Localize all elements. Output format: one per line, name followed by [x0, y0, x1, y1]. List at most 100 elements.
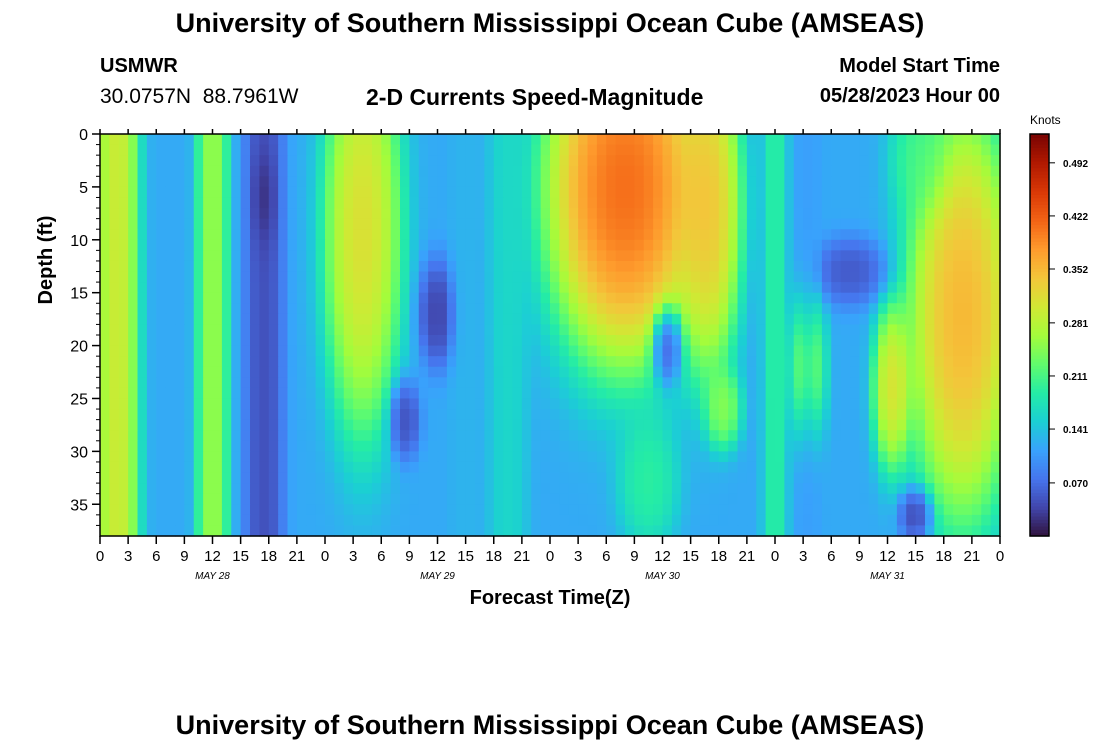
heatmap-cell	[231, 282, 242, 294]
y-tick-label: 10	[70, 233, 88, 250]
heatmap-cell	[465, 419, 476, 431]
heatmap-cell	[737, 451, 748, 463]
heatmap-cell	[100, 165, 110, 177]
heatmap-cell	[925, 218, 935, 230]
heatmap-cell	[521, 282, 532, 294]
heatmap-cell	[671, 493, 682, 505]
heatmap-cell	[212, 239, 223, 251]
heatmap-cell	[887, 229, 898, 241]
heatmap-cell	[718, 525, 729, 537]
heatmap-cell	[465, 335, 476, 347]
heatmap-cell	[165, 324, 176, 336]
heatmap-cell	[268, 155, 279, 167]
heatmap-cell	[596, 282, 607, 294]
heatmap-cell	[784, 493, 795, 505]
heatmap-cell	[690, 483, 701, 495]
y-tick-label: 0	[79, 127, 88, 144]
heatmap-cell	[156, 303, 167, 315]
footer-title: University of Southern Mississippi Ocean…	[175, 710, 925, 740]
colorbar-segment	[1030, 391, 1049, 396]
heatmap-cell	[531, 483, 542, 495]
heatmap-cell	[625, 271, 635, 283]
x-tick-label: 15	[907, 548, 924, 565]
heatmap-cell	[165, 218, 176, 230]
heatmap-cell	[831, 208, 842, 220]
heatmap-cell	[915, 218, 926, 230]
heatmap-cell	[793, 134, 804, 146]
heatmap-cell	[784, 260, 795, 273]
heatmap-cell	[250, 356, 260, 368]
heatmap-cell	[531, 398, 542, 410]
heatmap-cell	[896, 271, 907, 283]
heatmap-cell	[240, 282, 251, 294]
heatmap-cell	[709, 208, 720, 220]
heatmap-cell	[315, 229, 326, 241]
heatmap-cell	[953, 260, 964, 273]
heatmap-cell	[718, 282, 729, 294]
heatmap-cell	[128, 292, 139, 304]
heatmap-cell	[306, 419, 317, 431]
heatmap-cell	[100, 134, 110, 146]
heatmap-cell	[278, 197, 289, 209]
heatmap-cell	[437, 504, 448, 516]
colorbar-segment	[1030, 462, 1049, 467]
heatmap-cell	[550, 493, 560, 505]
heatmap-cell	[653, 366, 664, 378]
heatmap-cell	[550, 282, 560, 294]
heatmap-cell	[990, 419, 1001, 431]
heatmap-cell	[465, 472, 476, 484]
heatmap-cell	[634, 155, 645, 167]
heatmap-cell	[493, 356, 504, 368]
colorbar-segment	[1030, 489, 1049, 494]
colorbar-segment	[1030, 241, 1049, 246]
heatmap-cell	[812, 409, 823, 421]
heatmap-cell	[315, 335, 326, 347]
colorbar-segment	[1030, 515, 1049, 520]
heatmap-cell	[971, 197, 982, 209]
heatmap-cell	[615, 356, 626, 368]
heatmap-cell	[475, 208, 485, 220]
heatmap-cell	[362, 483, 373, 495]
heatmap-cell	[128, 313, 139, 326]
heatmap-cell	[821, 292, 832, 304]
heatmap-cell	[446, 409, 457, 421]
heatmap-cell	[334, 377, 345, 389]
heatmap-cell	[700, 165, 710, 177]
heatmap-cell	[418, 461, 429, 474]
heatmap-cell	[859, 377, 870, 389]
heatmap-cell	[803, 525, 814, 537]
heatmap-cell	[343, 218, 354, 230]
day-label: MAY 31	[870, 571, 905, 582]
heatmap-cell	[859, 271, 870, 283]
heatmap-cell	[643, 165, 654, 177]
heatmap-cell	[231, 440, 242, 452]
heatmap-cell	[850, 514, 860, 527]
heatmap-cell	[718, 144, 729, 156]
heatmap-cell	[915, 504, 926, 516]
heatmap-cell	[784, 324, 795, 336]
heatmap-cell	[587, 472, 598, 484]
heatmap-cell	[156, 514, 167, 527]
heatmap-cell	[906, 165, 917, 177]
heatmap-cell	[615, 144, 626, 156]
heatmap-cell	[109, 271, 120, 283]
heatmap-cell	[362, 239, 373, 251]
heatmap-cell	[756, 239, 767, 251]
heatmap-cell	[212, 377, 223, 389]
heatmap-cell	[812, 493, 823, 505]
heatmap-cell	[550, 155, 560, 167]
heatmap-cell	[325, 514, 335, 527]
heatmap-cell	[259, 165, 270, 177]
heatmap-cell	[531, 313, 542, 326]
heatmap-cell	[971, 239, 982, 251]
colorbar-segment	[1030, 294, 1049, 299]
x-tick-label: 9	[405, 548, 413, 565]
heatmap-cell	[606, 186, 617, 199]
heatmap-cell	[484, 155, 495, 167]
heatmap-cell	[446, 345, 457, 357]
heatmap-cell	[118, 239, 129, 251]
heatmap-cell	[775, 345, 785, 357]
heatmap-cell	[925, 292, 935, 304]
heatmap-cell	[353, 335, 364, 347]
heatmap-cell	[287, 134, 298, 146]
